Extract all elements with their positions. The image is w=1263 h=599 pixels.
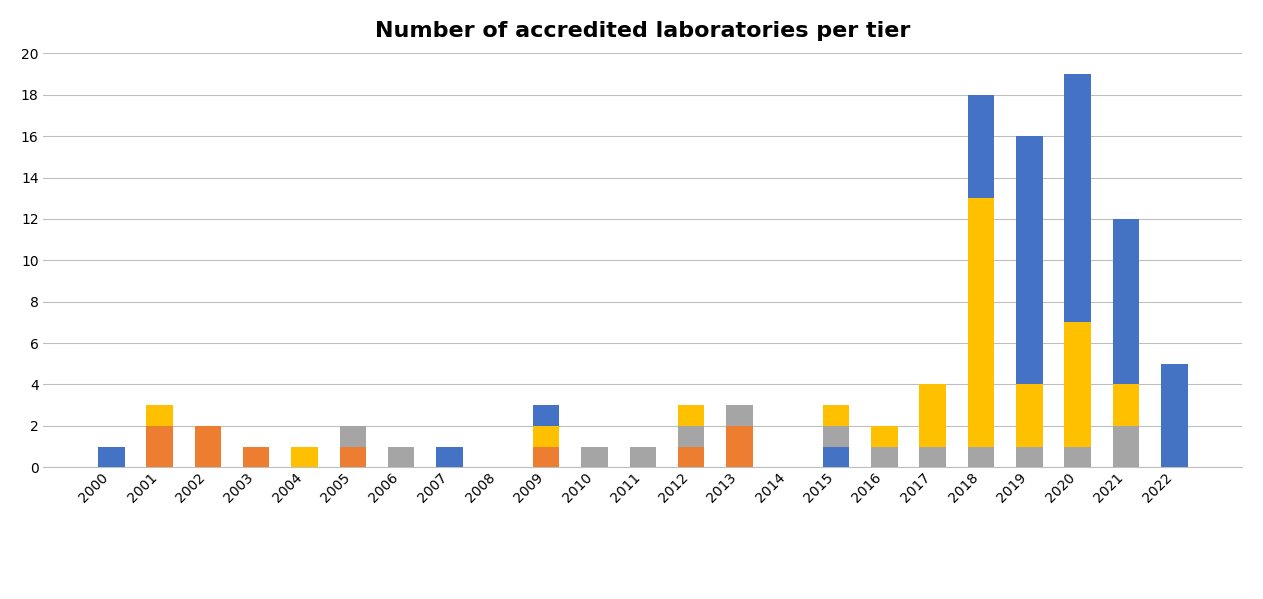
Bar [242, 446, 269, 467]
Bar [1113, 385, 1139, 426]
Bar [533, 426, 560, 446]
Bar [726, 405, 753, 426]
Bar [967, 95, 994, 198]
Bar [822, 446, 850, 467]
Bar [822, 405, 850, 426]
Bar [533, 405, 560, 426]
Bar [1113, 426, 1139, 467]
Bar [340, 446, 366, 467]
Bar [340, 426, 366, 446]
Bar [1017, 385, 1043, 446]
Bar [967, 198, 994, 446]
Bar [1161, 364, 1187, 467]
Bar [871, 426, 898, 446]
Bar [292, 446, 318, 467]
Bar [919, 446, 946, 467]
Bar [967, 446, 994, 467]
Bar [436, 446, 462, 467]
Bar [629, 446, 655, 467]
Bar [678, 426, 705, 446]
Bar [919, 385, 946, 446]
Bar [1113, 219, 1139, 385]
Bar [99, 446, 125, 467]
Bar [533, 446, 560, 467]
Bar [388, 446, 414, 467]
Bar [1017, 446, 1043, 467]
Bar [147, 426, 173, 467]
Bar [1065, 446, 1091, 467]
Bar [147, 405, 173, 426]
Bar [1017, 136, 1043, 385]
Title: Number of accredited laboratories per tier: Number of accredited laboratories per ti… [375, 21, 911, 41]
Bar [581, 446, 608, 467]
Bar [195, 426, 221, 467]
Bar [1065, 322, 1091, 446]
Bar [678, 446, 705, 467]
Bar [726, 426, 753, 467]
Bar [678, 405, 705, 426]
Bar [822, 426, 850, 446]
Bar [871, 446, 898, 467]
Bar [1065, 74, 1091, 322]
